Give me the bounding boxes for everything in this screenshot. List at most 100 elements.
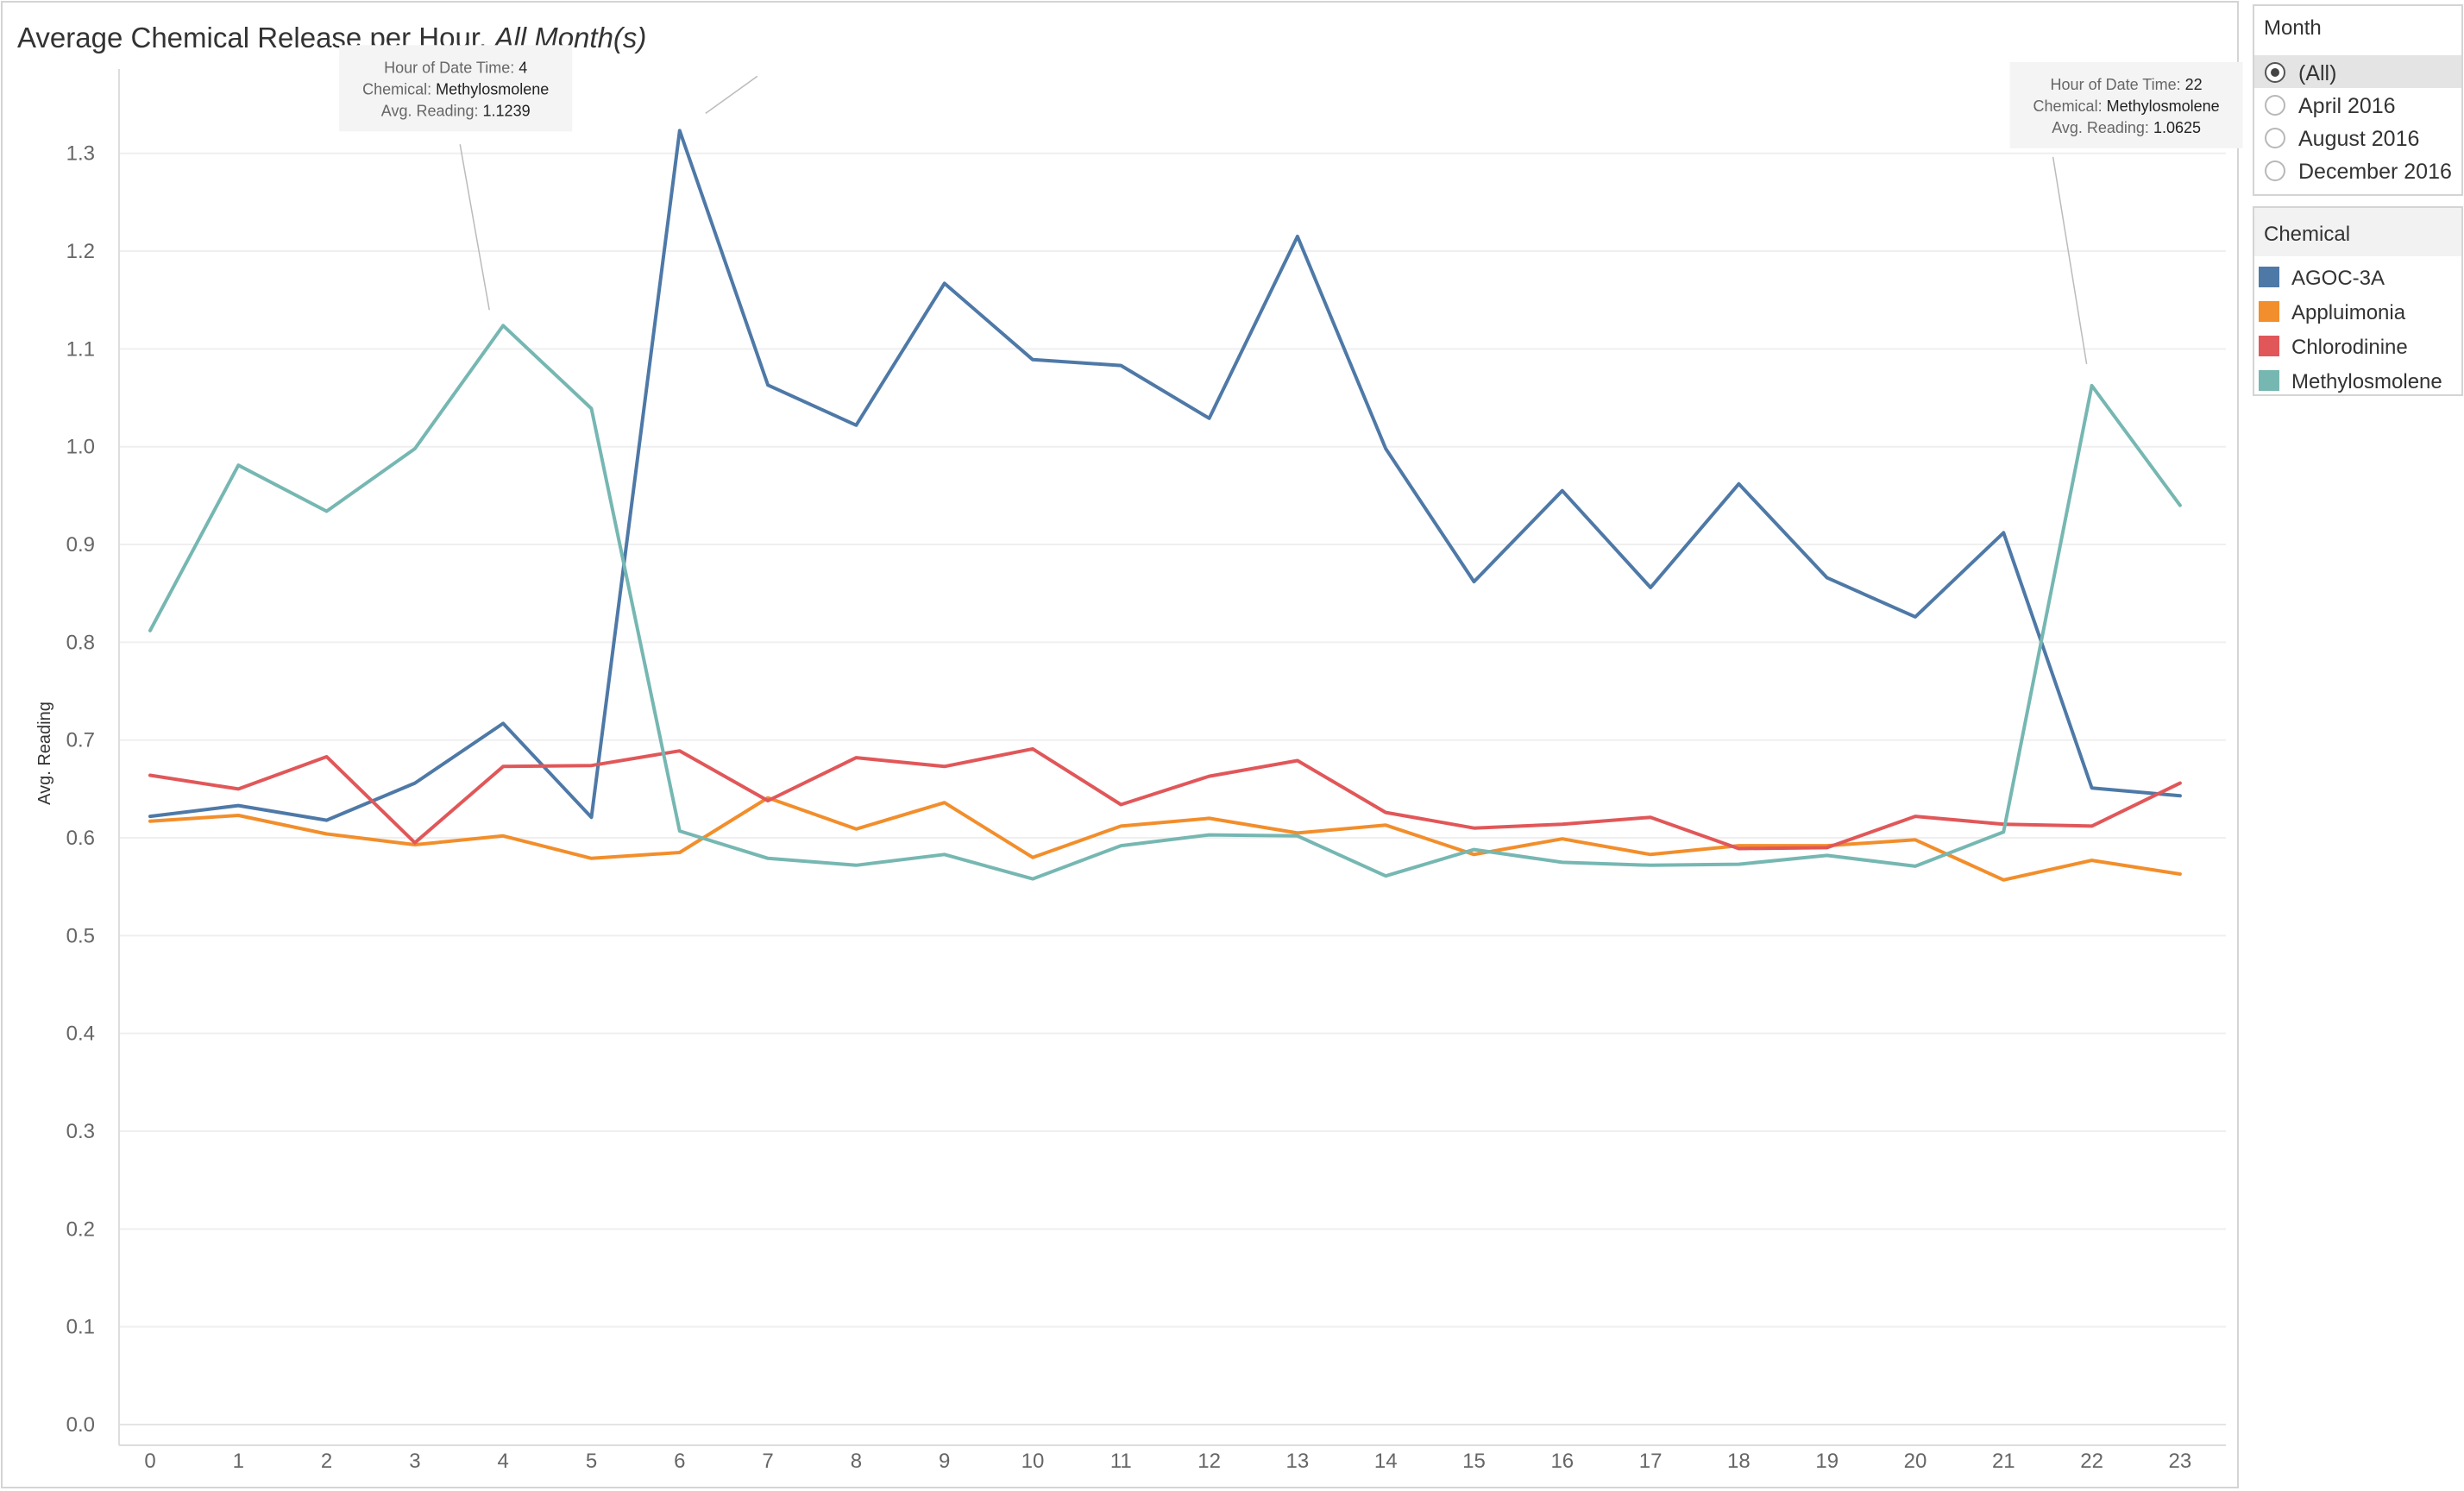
x-tick-label: 3 <box>409 1450 420 1473</box>
y-tick-label: 0.9 <box>66 533 95 557</box>
x-tick-label: 23 <box>2169 1450 2192 1473</box>
x-tick-label: 10 <box>1021 1450 1045 1473</box>
month-option-label: December 2016 <box>2298 160 2452 184</box>
legend-label: AGOC-3A <box>2291 267 2385 290</box>
x-tick-label: 14 <box>1374 1450 1398 1473</box>
chemical-legend-title: Chemical <box>2264 223 2350 246</box>
annotation-value: 1.1239 <box>483 102 531 119</box>
annotation-label: Avg. Reading: <box>381 102 483 119</box>
chart-pane-border <box>1 1 2239 1488</box>
annotation-label: Avg. Reading: <box>2052 119 2153 136</box>
y-tick-label: 1.2 <box>66 240 95 263</box>
month-filter: Month (All) April 2016 August 2016 December… <box>2253 4 2463 196</box>
annotation: Hour of Date Time: 4 Chemical: Methylosmo… <box>339 45 573 311</box>
annotation-leader <box>705 75 758 115</box>
chemical-legend: Chemical AGOC-3A Appluimonia Chlorodinine M… <box>2253 206 2463 396</box>
annotation-leader <box>459 144 490 311</box>
y-tick-label: 0.3 <box>66 1120 95 1143</box>
annotation-line: Chemical: Methylosmolene <box>362 80 549 98</box>
x-tick-label: 17 <box>1639 1450 1663 1473</box>
legend-item: Appluimonia <box>2259 301 2406 324</box>
annotation-value: Methylosmolene <box>2107 98 2220 115</box>
legend-item: Methylosmolene <box>2259 370 2442 393</box>
legend-items: AGOC-3A Appluimonia Chlorodinine Methylosmo… <box>2259 267 2442 393</box>
legend-swatch <box>2259 267 2279 287</box>
x-tick-label: 20 <box>1904 1450 1927 1473</box>
annotation: Hour of Date Time: 22 Chemical: Methylosm… <box>2009 61 2243 364</box>
y-axis: Avg. Reading 0.0 0.1 0.2 0.3 0.4 0.5 0.6 0.7 0.8… <box>35 69 120 1445</box>
x-tick-label: 6 <box>674 1450 685 1473</box>
y-tick-label: 0.5 <box>66 924 95 947</box>
month-options: (All) April 2016 August 2016 December 2016 <box>2254 55 2461 184</box>
month-option[interactable]: December 2016 <box>2265 160 2452 184</box>
y-tick-label: 1.3 <box>66 142 95 166</box>
series-line-chlorodinine <box>148 746 2182 851</box>
x-tick-label: 21 <box>1992 1450 2015 1473</box>
annotation-label: Chemical: <box>2033 98 2107 115</box>
legend-label: Appluimonia <box>2291 301 2406 324</box>
x-tick-label: 15 <box>1462 1450 1486 1473</box>
y-tick-label: 0.6 <box>66 827 95 850</box>
legend-swatch <box>2259 336 2279 356</box>
annotation-value: Methylosmolene <box>436 80 549 98</box>
series-line-appluimonia <box>148 796 2182 882</box>
y-tick-label: 0.7 <box>66 729 95 752</box>
annotation-box <box>339 45 573 132</box>
x-axis: 0 1 2 3 4 5 6 7 8 9 10 11 12 13 14 15 16 17 18 19 20 21 22 23 <box>119 1444 2226 1473</box>
x-tick-label: 9 <box>939 1450 950 1473</box>
x-tick-label: 2 <box>321 1450 332 1473</box>
annotations: Hour of Date Time: 4 Chemical: Methylosmo… <box>339 45 2243 364</box>
legend-item: Chlorodinine <box>2259 336 2408 359</box>
series-line-agoc-3a <box>148 129 2182 822</box>
radio-button <box>2265 128 2285 148</box>
y-tick-label: 0.8 <box>66 631 95 654</box>
legend-swatch <box>2259 370 2279 391</box>
x-tick-label: 18 <box>1727 1450 1751 1473</box>
annotation-label: Hour of Date Time: <box>2051 76 2185 93</box>
month-option-label: (All) <box>2298 61 2336 85</box>
x-tick-label: 1 <box>233 1450 244 1473</box>
y-tick-label: 1.1 <box>66 337 95 361</box>
annotation-value: 22 <box>2185 76 2203 93</box>
series-line-methylosmolene <box>148 324 2182 881</box>
x-tick-label: 19 <box>1815 1450 1839 1473</box>
month-option-highlight <box>2254 55 2461 88</box>
month-option-label: April 2016 <box>2298 94 2396 118</box>
annotation-line: Hour of Date Time: 22 <box>2051 76 2203 93</box>
month-option[interactable]: August 2016 <box>2265 127 2419 151</box>
y-tick-label: 0.0 <box>66 1413 95 1437</box>
month-option-label: August 2016 <box>2298 127 2419 151</box>
annotation-line: Avg. Reading: 1.1239 <box>381 102 531 119</box>
x-tick-label: 12 <box>1197 1450 1221 1473</box>
annotation-box <box>2009 61 2243 148</box>
annotation-leader <box>2052 156 2088 364</box>
chemical-legend-header <box>2254 208 2461 256</box>
x-tick-label: 0 <box>144 1450 155 1473</box>
annotation-line: Avg. Reading: 1.0625 <box>2052 119 2201 136</box>
month-option[interactable]: (All) <box>2254 55 2461 88</box>
month-filter-border <box>2253 4 2463 196</box>
x-tick-label: 4 <box>498 1450 509 1473</box>
x-tick-label: 16 <box>1550 1450 1574 1473</box>
month-option[interactable]: April 2016 <box>2265 94 2396 118</box>
y-tick-label: 0.4 <box>66 1022 95 1046</box>
x-tick-label: 5 <box>586 1450 597 1473</box>
radio-button <box>2265 160 2285 181</box>
chart-title: Average Chemical Release per Hour, All M… <box>17 22 646 53</box>
radio-button <box>2265 95 2285 116</box>
series-lines <box>148 129 2182 882</box>
legend-label: Methylosmolene <box>2291 370 2442 393</box>
legend-item: AGOC-3A <box>2259 267 2385 290</box>
annotation-value: 1.0625 <box>2153 119 2201 136</box>
x-tick-label: 13 <box>1286 1450 1310 1473</box>
annotation-label: Hour of Date Time: <box>384 59 519 76</box>
x-tick-label: 8 <box>851 1450 862 1473</box>
month-filter-title: Month <box>2264 16 2322 40</box>
y-axis-title: Avg. Reading <box>35 701 54 805</box>
x-tick-label: 7 <box>762 1450 773 1473</box>
x-tick-label: 22 <box>2080 1450 2103 1473</box>
legend-swatch <box>2259 301 2279 322</box>
annotation-value: 4 <box>519 59 527 76</box>
